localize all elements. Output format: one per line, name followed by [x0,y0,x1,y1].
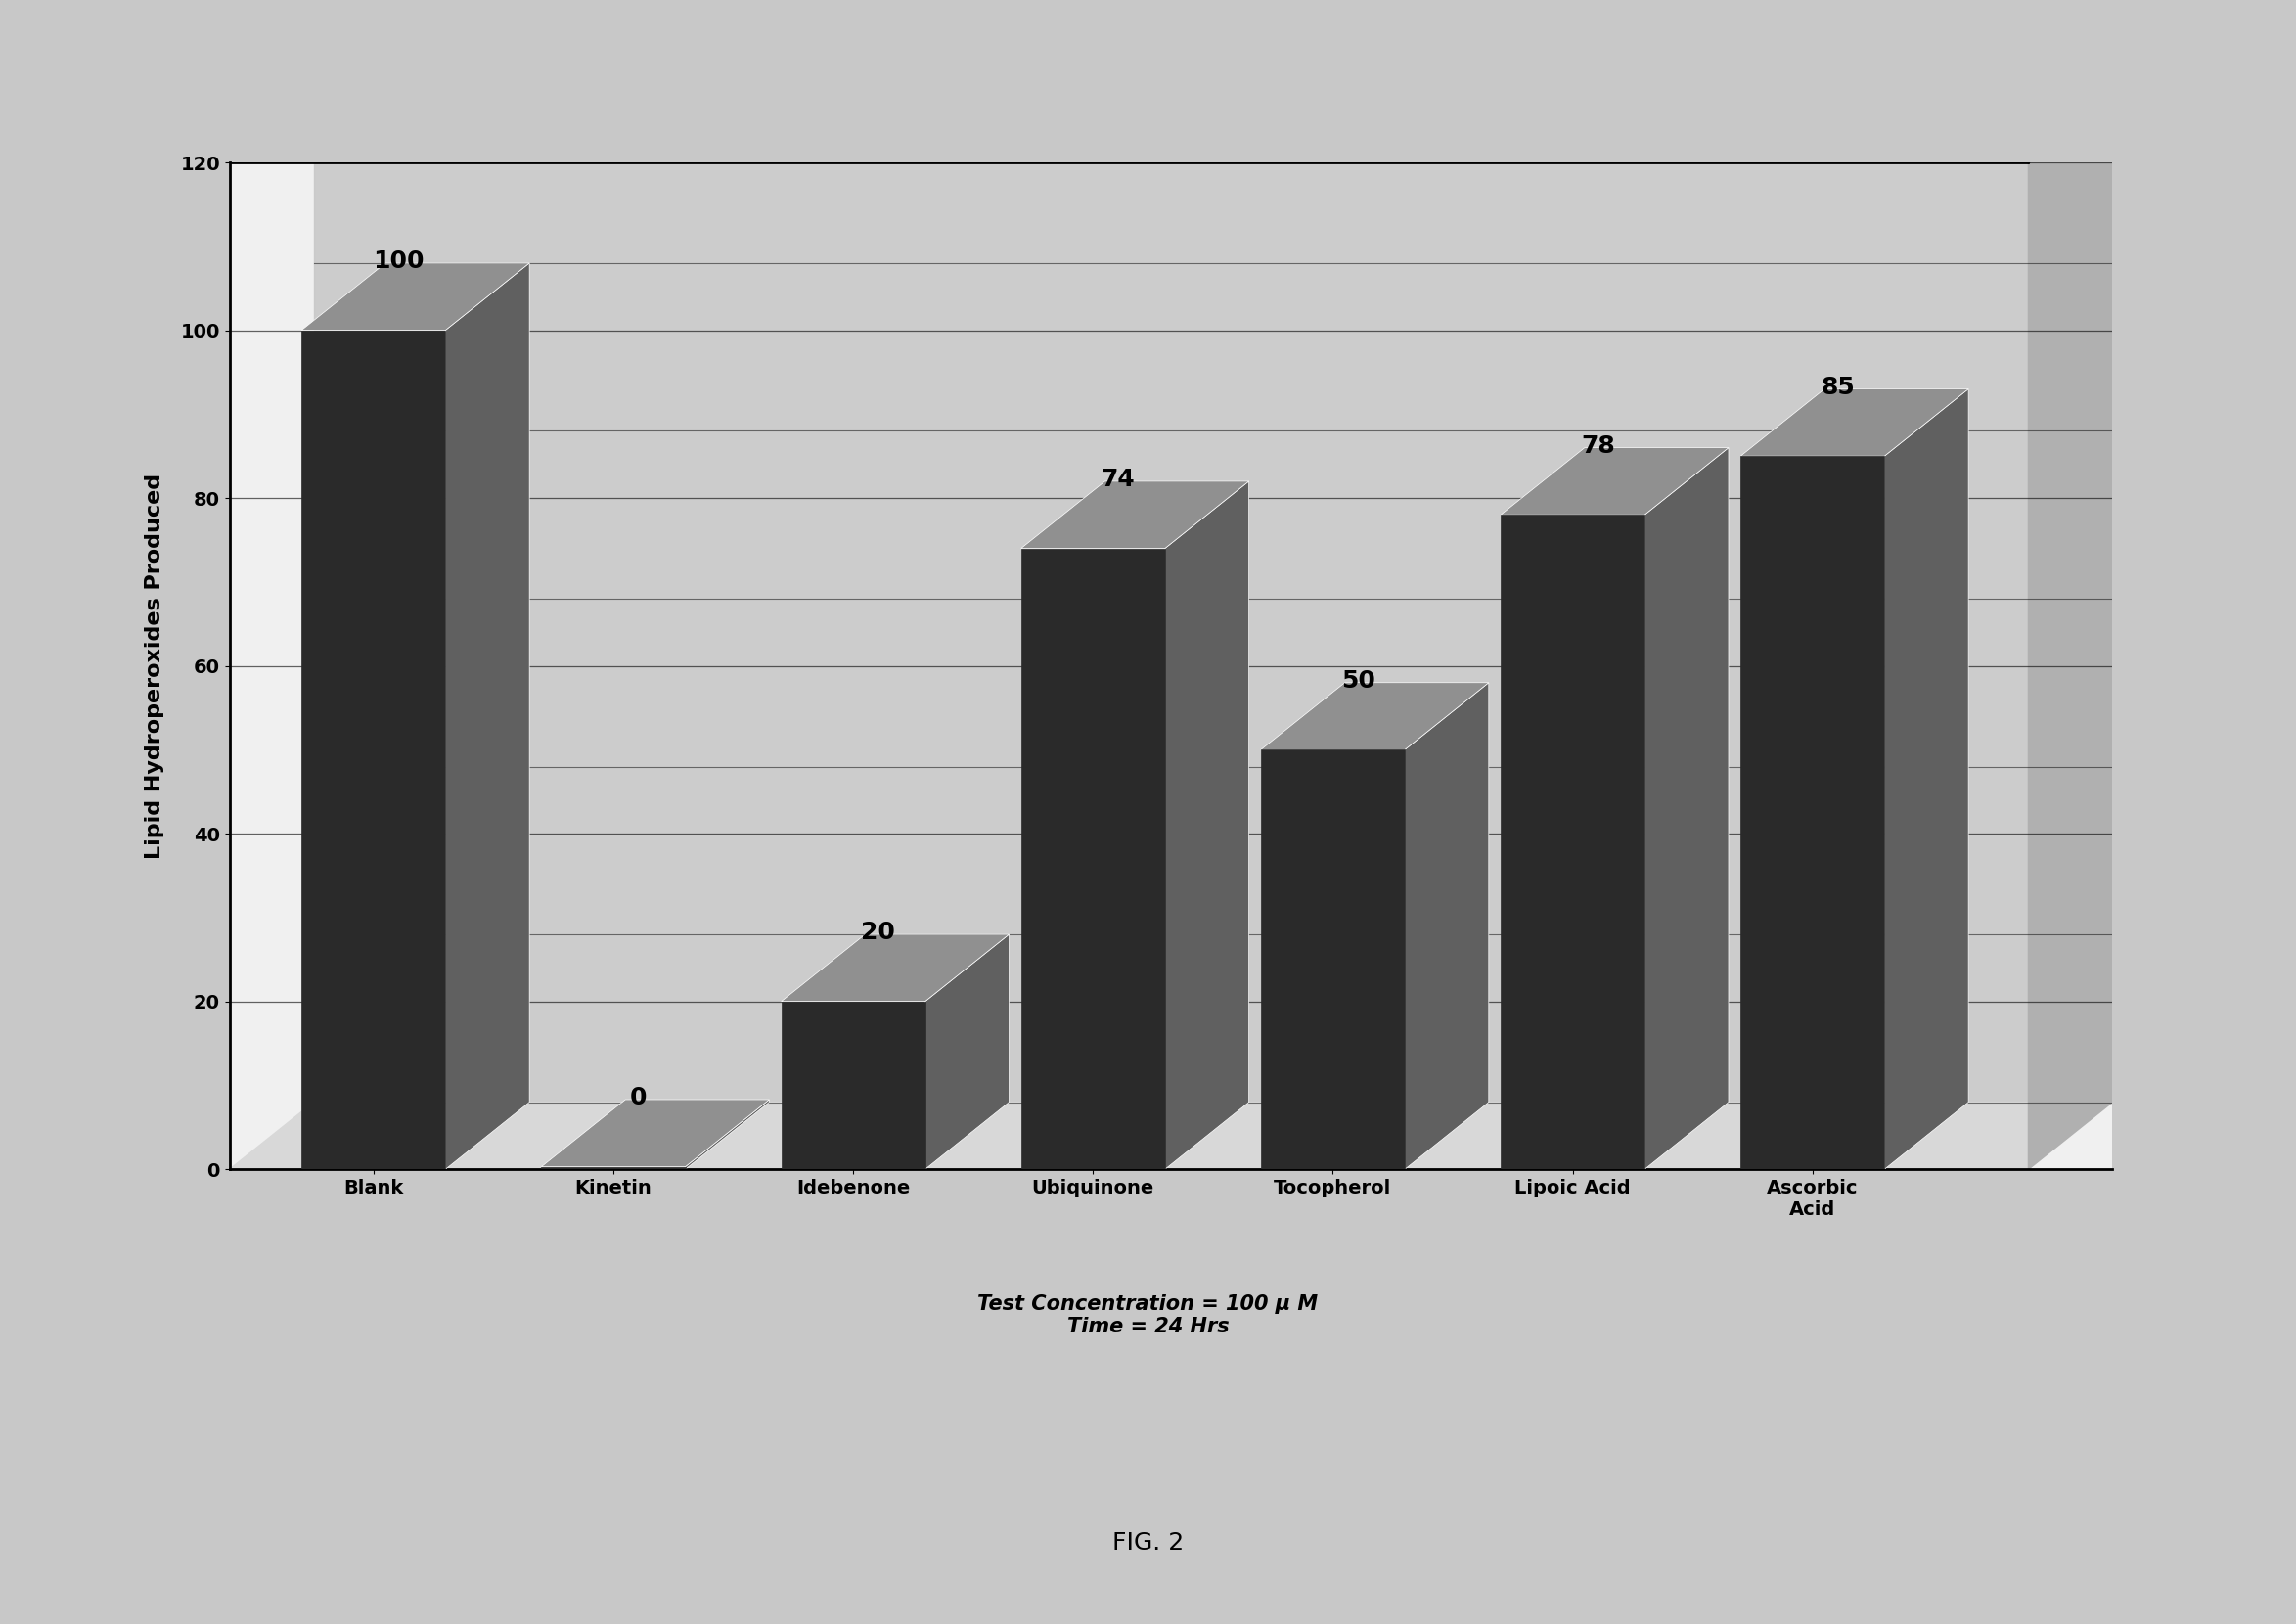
Bar [542,1166,684,1169]
Polygon shape [445,263,530,1169]
Polygon shape [684,1099,769,1169]
Bar [1022,549,1164,1169]
Text: 50: 50 [1341,669,1375,693]
Bar [1261,750,1405,1169]
Polygon shape [781,934,1008,1002]
Text: 20: 20 [861,921,895,945]
Text: Test Concentration = 100 μ M
Time = 24 Hrs: Test Concentration = 100 μ M Time = 24 H… [978,1294,1318,1337]
Polygon shape [1644,448,1729,1169]
Bar [301,330,445,1169]
Y-axis label: Lipid Hydroperoxides Produced: Lipid Hydroperoxides Produced [145,473,163,859]
Polygon shape [542,1099,769,1166]
Polygon shape [925,934,1008,1169]
Text: 85: 85 [1821,375,1855,400]
Polygon shape [301,263,530,330]
Polygon shape [1740,390,1968,456]
Polygon shape [1502,448,1729,515]
Polygon shape [1022,481,1249,549]
Polygon shape [315,96,2112,1103]
Bar [1502,515,1644,1169]
Bar [781,1002,925,1169]
Polygon shape [1885,390,1968,1169]
Polygon shape [1405,682,1488,1169]
Text: FIG. 2: FIG. 2 [1111,1531,1185,1554]
Polygon shape [2027,96,2112,1169]
Text: 100: 100 [372,250,425,273]
Text: 0: 0 [629,1086,647,1109]
Polygon shape [1164,481,1249,1169]
Polygon shape [230,1103,2112,1169]
Text: 78: 78 [1582,434,1614,458]
Text: 74: 74 [1102,468,1134,492]
Polygon shape [1261,682,1488,750]
Bar [1740,456,1885,1169]
